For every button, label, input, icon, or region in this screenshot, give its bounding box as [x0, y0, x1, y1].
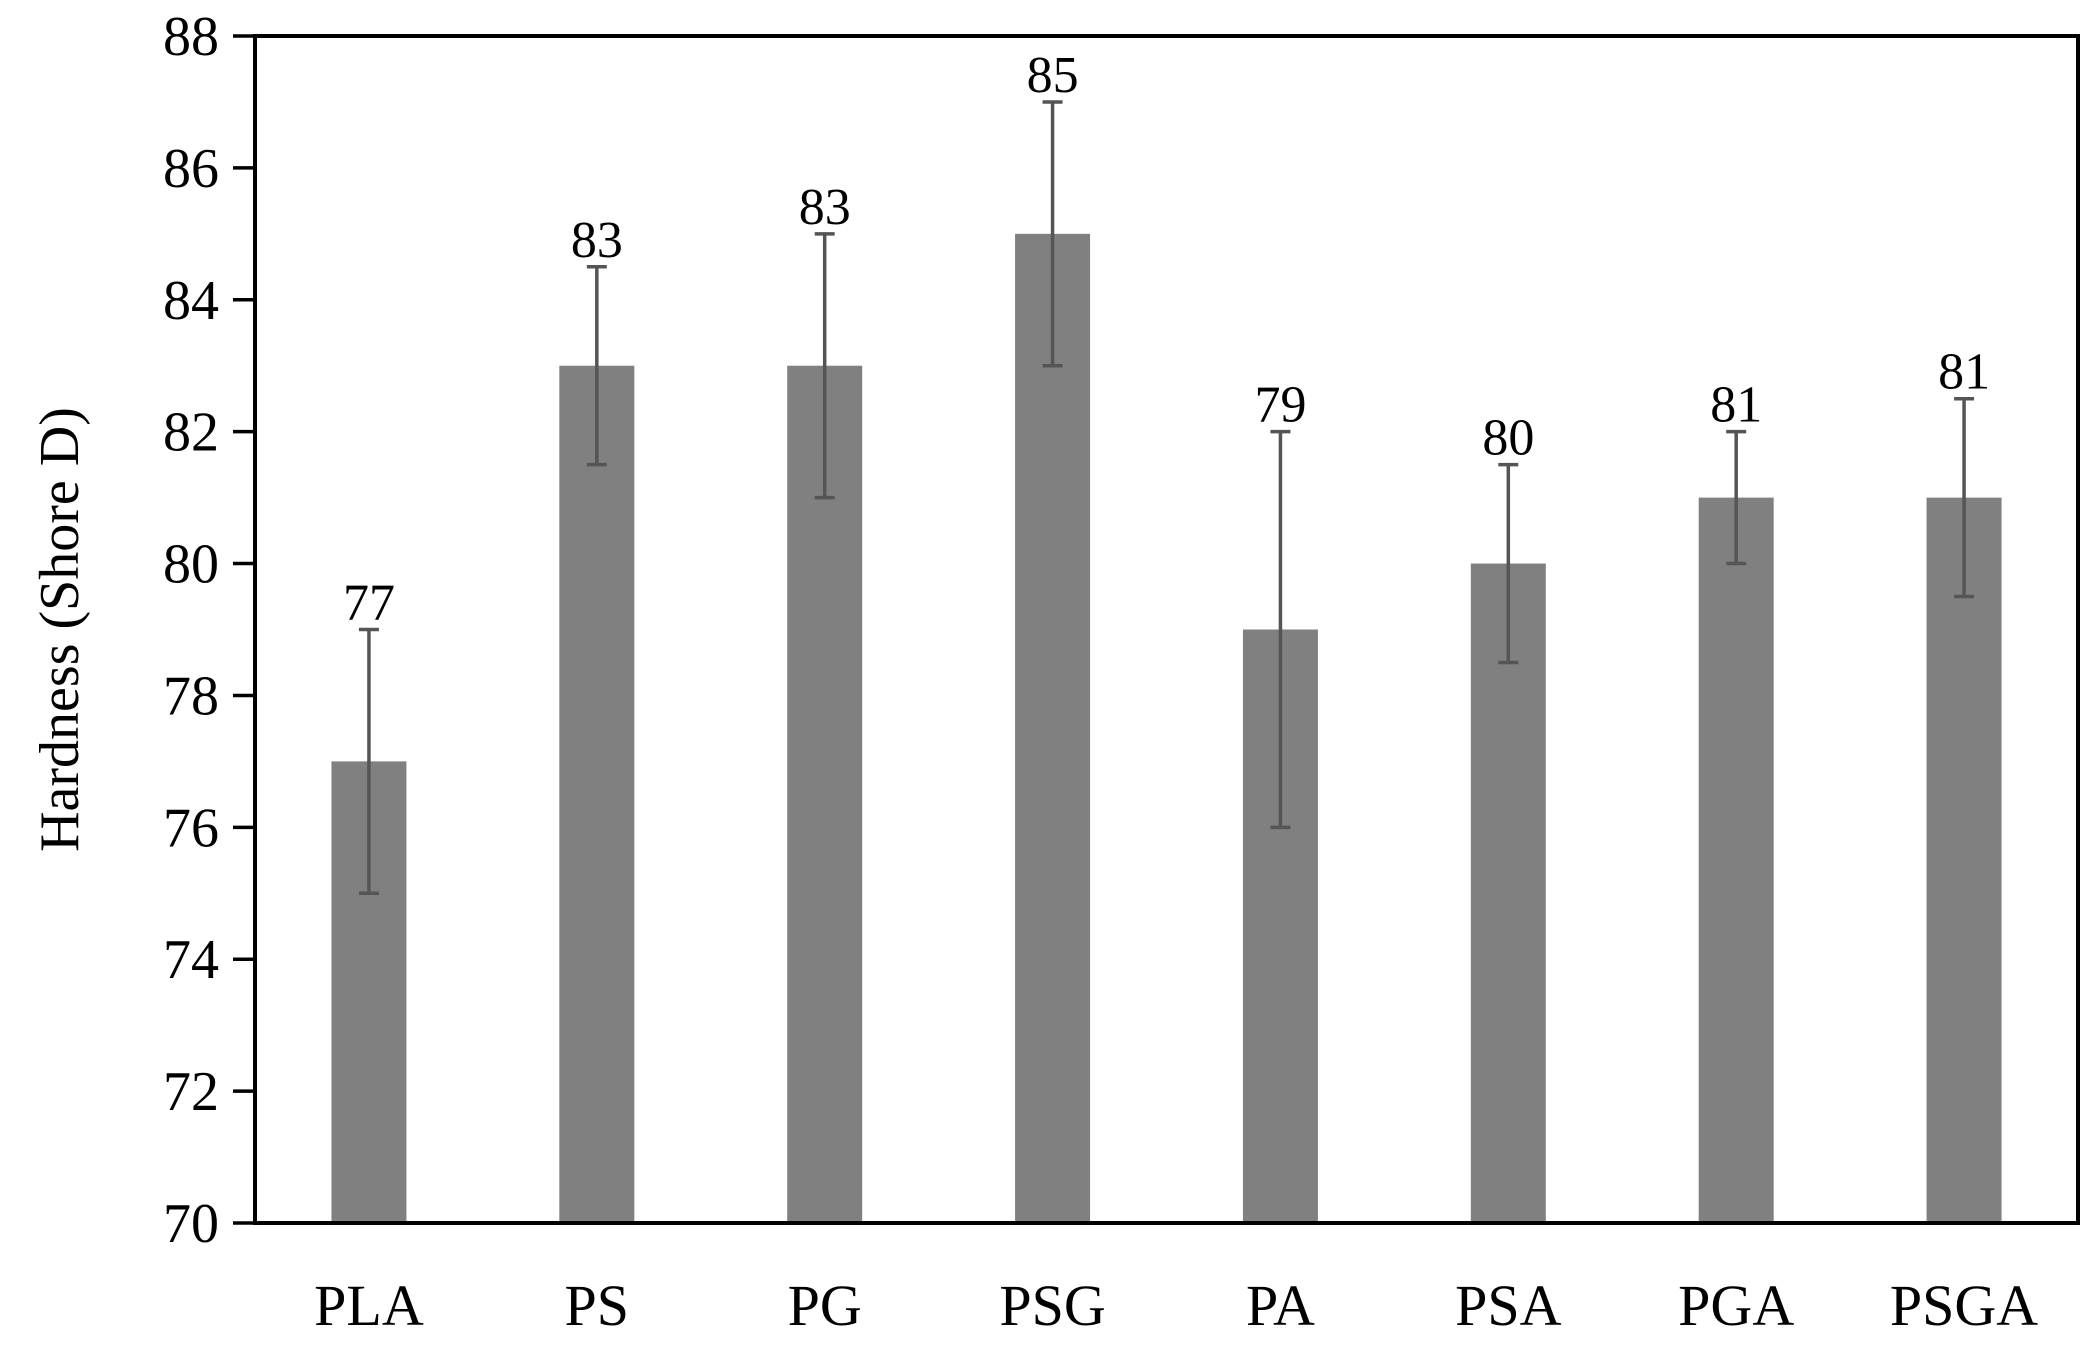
y-tick-label-86: 86	[163, 138, 219, 200]
bars-layer	[331, 233, 2002, 1224]
x-tick-label-pg: PG	[788, 1273, 862, 1338]
x-tick-label-pla: PLA	[314, 1273, 424, 1338]
error-bar-pg	[814, 232, 835, 500]
error-bar-pa	[1270, 429, 1291, 830]
data-label-psga: 81	[1938, 344, 1990, 401]
y-tick-label-76: 76	[163, 797, 219, 859]
bar-psga	[1926, 497, 2002, 1224]
x-tick-label-pga: PGA	[1678, 1273, 1794, 1338]
y-tick-label-82: 82	[163, 402, 219, 464]
x-tick-label-ps: PS	[565, 1273, 630, 1338]
y-tick-label-88: 88	[163, 6, 219, 68]
bar-ps	[559, 365, 635, 1223]
data-label-psa: 80	[1482, 410, 1534, 467]
data-label-psg: 85	[1027, 47, 1079, 104]
error-bar-pla	[358, 627, 379, 896]
x-tick-label-psa: PSA	[1455, 1273, 1562, 1338]
y-tick-label-78: 78	[163, 665, 219, 727]
error-bar-pga	[1726, 429, 1747, 566]
bar-psg	[1015, 233, 1091, 1224]
y-tick-label-84: 84	[163, 270, 219, 332]
y-axis-title: Hardness (Shore D)	[29, 407, 91, 852]
data-label-pla: 77	[343, 575, 395, 632]
data-label-pg: 83	[799, 179, 851, 236]
bar-pga	[1698, 497, 1774, 1224]
bar-pg	[787, 365, 863, 1223]
data-label-pa: 79	[1254, 377, 1306, 434]
y-tick-label-80: 80	[163, 534, 219, 596]
error-bar-psg	[1042, 100, 1063, 368]
data-label-pga: 81	[1710, 377, 1762, 434]
x-tick-label-psg: PSG	[999, 1273, 1105, 1338]
data-labels-layer: 77 83 83 85 79 80 81 81	[343, 47, 1990, 632]
data-label-ps: 83	[571, 212, 623, 269]
plot-frame	[253, 34, 2080, 1225]
error-bar-psa	[1498, 462, 1519, 665]
error-bar-ps	[586, 265, 607, 467]
x-tick-label-psga: PSGA	[1890, 1273, 2038, 1338]
axes-layer: PLA PS PG PSG PA PSA PGA PSGA 70 72 74 76 78 80 82 84 86…	[163, 6, 2080, 1338]
y-tick-label-74: 74	[163, 929, 219, 991]
error-bars-layer	[358, 100, 1975, 896]
error-bar-psga	[1954, 396, 1975, 599]
bar-psa	[1470, 563, 1546, 1223]
y-tick-label-72: 72	[163, 1061, 219, 1123]
y-tick-label-70: 70	[163, 1193, 219, 1255]
x-tick-label-pa: PA	[1246, 1273, 1315, 1338]
